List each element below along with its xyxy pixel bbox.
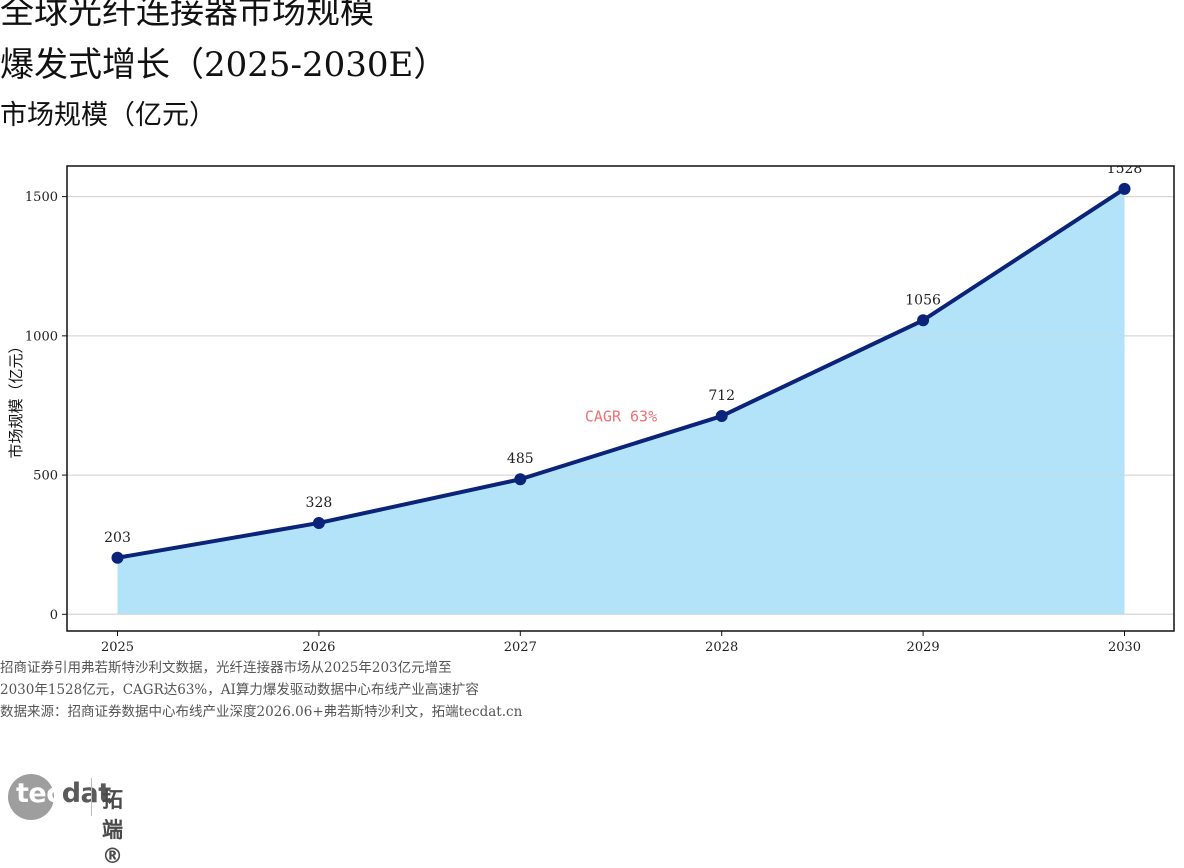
- data-label: 485: [507, 451, 534, 467]
- y-tick-label: 1000: [25, 329, 58, 344]
- x-tick-label: 2026: [302, 640, 335, 655]
- x-tick-label: 2027: [504, 640, 537, 655]
- chart-title-line2: 爆发式增长（2025-2030E）: [0, 45, 448, 85]
- x-tick-label: 2025: [101, 640, 134, 655]
- data-label: 1056: [905, 292, 941, 308]
- data-label: 203: [104, 530, 131, 546]
- area-chart: 203 328 485 712 1056 1528 CAGR 63% 0 500 1000 1500…: [7, 161, 1175, 655]
- caption-line1: 招商证券引用弗若斯特沙利文数据，光纤连接器市场从2025年203亿元增至: [0, 660, 452, 676]
- data-point: [1118, 182, 1131, 195]
- y-tick-label: 500: [33, 469, 58, 484]
- chart-subtitle: 市场规模（亿元）: [0, 100, 216, 131]
- x-tick-label: 2028: [705, 640, 738, 655]
- data-point: [514, 473, 527, 486]
- data-point: [917, 314, 930, 327]
- source-line: 数据来源：招商证券数据中心布线产业深度2026.06+弗若斯特沙利文，拓端tec…: [0, 704, 523, 720]
- logo-divider: [91, 778, 92, 816]
- y-tick-label: 0: [50, 608, 58, 623]
- x-tick-label: 2029: [907, 640, 940, 655]
- x-tick-label: 2030: [1108, 640, 1141, 655]
- logo-circle: [8, 774, 54, 820]
- caption-line2: 2030年1528亿元，CAGR达63%，AI算力爆发驱动数据中心布线产业高速扩…: [0, 682, 479, 698]
- logo-word-part2: dat: [61, 778, 111, 809]
- plot-border: [66, 165, 1175, 632]
- data-point: [312, 516, 325, 529]
- chart-title-line1: 全球光纤连接器市场规模: [0, 0, 374, 32]
- logo-chinese-text: 拓端®: [102, 788, 123, 868]
- cagr-annotation: CAGR 63%: [585, 408, 657, 426]
- y-tick-label: 1500: [25, 190, 58, 205]
- data-label: 1528: [1107, 161, 1143, 177]
- area-fill: [117, 188, 1125, 615]
- data-point: [715, 410, 728, 423]
- data-label: 328: [306, 495, 333, 511]
- data-point: [111, 551, 124, 564]
- series-line: [115, 186, 1127, 560]
- data-label: 712: [708, 388, 735, 404]
- y-axis-title: 市场规模（亿元）: [7, 338, 25, 458]
- logo-wordmark: tecdat: [16, 778, 111, 809]
- logo-word-part1: tec: [16, 778, 62, 809]
